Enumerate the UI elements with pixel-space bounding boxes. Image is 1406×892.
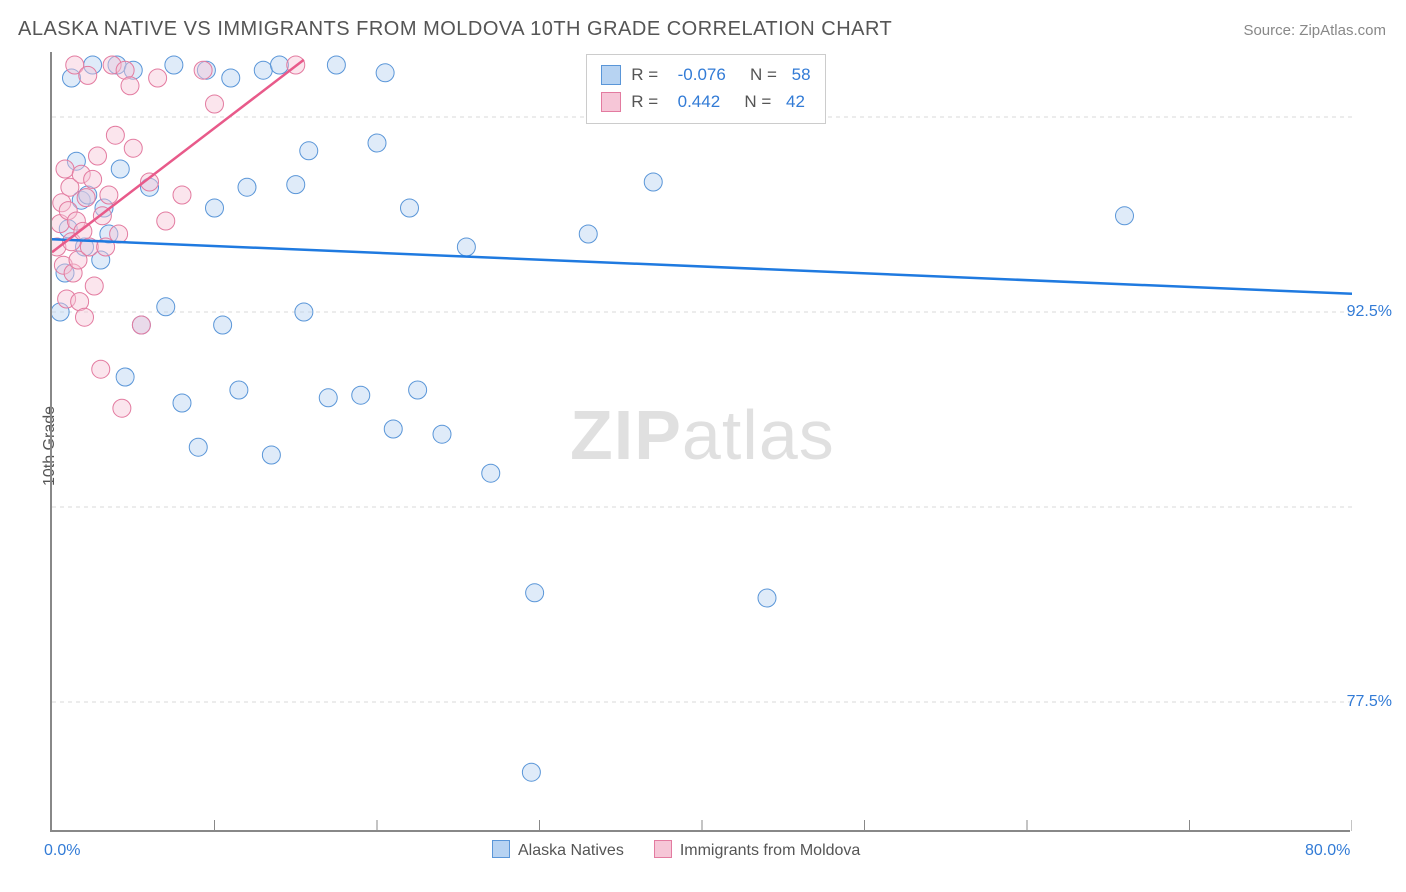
scatter-point-moldova — [85, 277, 103, 295]
scatter-point-moldova — [132, 316, 150, 334]
legend-r-label: R = — [631, 61, 667, 88]
scatter-point-alaska — [206, 199, 224, 217]
scatter-point-alaska — [758, 589, 776, 607]
scatter-point-alaska — [295, 303, 313, 321]
scatter-point-alaska — [262, 446, 280, 464]
xtick-label: 0.0% — [44, 842, 80, 860]
legend-n-label: N = — [730, 88, 776, 115]
scatter-point-alaska — [238, 178, 256, 196]
legend-swatch-moldova — [601, 92, 621, 112]
scatter-point-alaska — [111, 160, 129, 178]
scatter-point-moldova — [173, 186, 191, 204]
legend-swatch-alaska — [601, 65, 621, 85]
scatter-point-alaska — [165, 56, 183, 74]
scatter-point-alaska — [214, 316, 232, 334]
scatter-point-moldova — [124, 139, 142, 157]
scatter-point-alaska — [522, 763, 540, 781]
scatter-point-alaska — [384, 420, 402, 438]
chart-title: ALASKA NATIVE VS IMMIGRANTS FROM MOLDOVA… — [18, 18, 892, 41]
scatter-point-alaska — [526, 584, 544, 602]
scatter-point-alaska — [287, 176, 305, 194]
chart-container: ALASKA NATIVE VS IMMIGRANTS FROM MOLDOVA… — [0, 0, 1406, 892]
scatter-point-alaska — [376, 64, 394, 82]
legend-row-moldova: R = 0.442 N = 42 — [601, 88, 810, 115]
scatter-point-alaska — [644, 173, 662, 191]
scatter-point-alaska — [189, 438, 207, 456]
scatter-point-alaska — [401, 199, 419, 217]
scatter-point-moldova — [92, 360, 110, 378]
xtick-label: 80.0% — [1305, 842, 1350, 860]
scatter-point-moldova — [194, 61, 212, 79]
scatter-point-moldova — [149, 69, 167, 87]
scatter-point-alaska — [157, 298, 175, 316]
scatter-point-moldova — [79, 66, 97, 84]
legend-n-label: N = — [736, 61, 782, 88]
scatter-point-moldova — [110, 225, 128, 243]
scatter-point-alaska — [409, 381, 427, 399]
trendline-alaska — [52, 239, 1352, 294]
scatter-point-alaska — [230, 381, 248, 399]
scatter-point-moldova — [56, 160, 74, 178]
ytick-label: 77.5% — [1347, 693, 1392, 711]
series-legend: Alaska Natives Immigrants from Moldova — [492, 840, 860, 860]
scatter-point-alaska — [579, 225, 597, 243]
bottom-legend-item-alaska: Alaska Natives — [492, 840, 624, 860]
scatter-point-alaska — [368, 134, 386, 152]
scatter-point-alaska — [1116, 207, 1134, 225]
legend-r-value: -0.076 — [678, 61, 726, 88]
scatter-point-moldova — [206, 95, 224, 113]
scatter-point-moldova — [84, 170, 102, 188]
scatter-point-alaska — [457, 238, 475, 256]
source-attribution: Source: ZipAtlas.com — [1243, 22, 1386, 39]
scatter-point-alaska — [352, 386, 370, 404]
scatter-point-alaska — [327, 56, 345, 74]
plot-area — [50, 52, 1350, 832]
legend-row-alaska: R = -0.076 N = 58 — [601, 61, 810, 88]
bottom-legend-swatch-moldova — [654, 840, 672, 858]
scatter-point-alaska — [433, 425, 451, 443]
legend-n-value: 58 — [792, 61, 811, 88]
scatter-point-moldova — [100, 186, 118, 204]
scatter-point-alaska — [271, 56, 289, 74]
scatter-point-alaska — [300, 142, 318, 160]
scatter-point-moldova — [76, 308, 94, 326]
scatter-point-moldova — [89, 147, 107, 165]
scatter-point-moldova — [106, 126, 124, 144]
legend-r-value: 0.442 — [678, 88, 721, 115]
bottom-legend-item-moldova: Immigrants from Moldova — [654, 840, 861, 860]
scatter-point-alaska — [482, 464, 500, 482]
scatter-point-alaska — [254, 61, 272, 79]
scatter-point-alaska — [116, 368, 134, 386]
correlation-legend: R = -0.076 N = 58 R = 0.442 N = 42 — [586, 54, 825, 124]
scatter-point-alaska — [173, 394, 191, 412]
ytick-label: 92.5% — [1347, 303, 1392, 321]
scatter-point-alaska — [222, 69, 240, 87]
bottom-legend-swatch-alaska — [492, 840, 510, 858]
legend-n-value: 42 — [786, 88, 805, 115]
scatter-point-moldova — [77, 189, 95, 207]
scatter-point-moldova — [157, 212, 175, 230]
scatter-point-moldova — [121, 77, 139, 95]
legend-r-label: R = — [631, 88, 667, 115]
scatter-point-alaska — [319, 389, 337, 407]
scatter-point-moldova — [113, 399, 131, 417]
